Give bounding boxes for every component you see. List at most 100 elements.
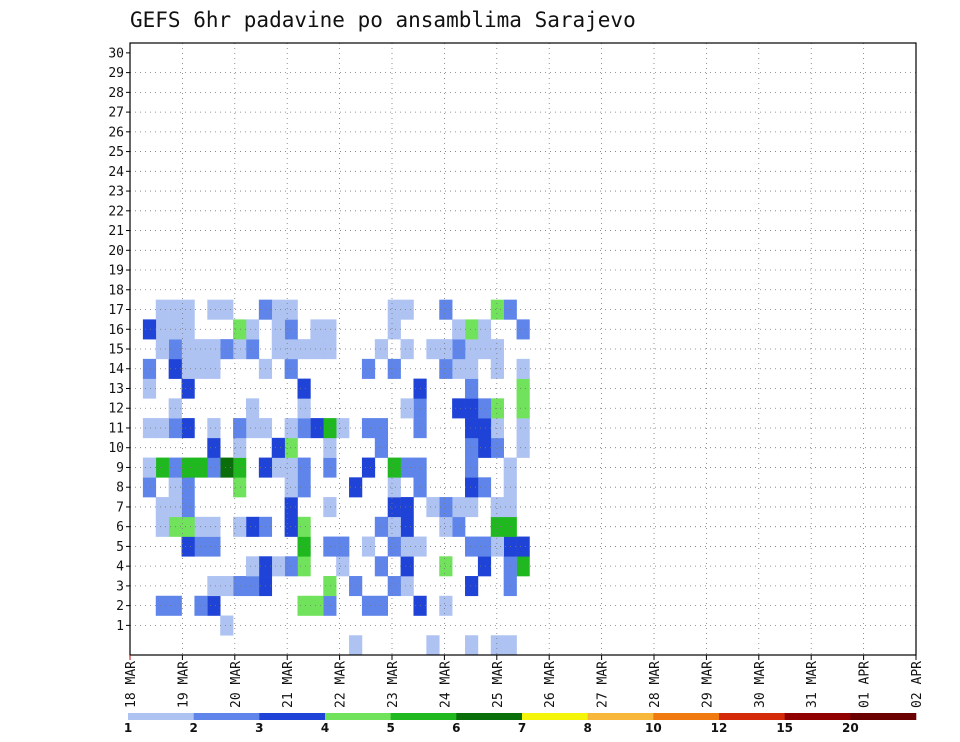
heatmap-cell — [207, 437, 221, 458]
heatmap-cell — [374, 595, 389, 616]
x-tick-label: 26 MAR — [543, 661, 558, 708]
legend-swatch — [653, 713, 720, 720]
y-tick-label: 18 — [108, 283, 124, 298]
heatmap-cell — [245, 418, 260, 439]
heatmap-cell — [207, 457, 221, 478]
heatmap-cell — [220, 457, 234, 478]
x-axis: 18 MAR 19 MAR 20 MAR 21 MAR 22 MAR 23 MAR 24 M… — [124, 655, 925, 708]
legend-label: 5 — [386, 721, 394, 735]
heatmap-cell — [336, 418, 350, 439]
legend-swatch — [193, 713, 260, 720]
heatmap-cell — [233, 576, 247, 597]
grid — [130, 43, 916, 655]
heatmap-cell — [155, 319, 169, 340]
heatmap-cell — [284, 418, 298, 439]
heatmap-cell — [374, 339, 389, 360]
heatmap-cell — [207, 516, 221, 537]
heatmap-cell — [297, 378, 311, 399]
legend-label: 12 — [711, 721, 728, 735]
heatmap-cell — [336, 536, 350, 557]
x-tick-label: 02 APR — [910, 661, 925, 708]
heatmap-cell — [477, 536, 492, 557]
heatmap-cell — [181, 516, 195, 537]
heatmap-cell — [323, 319, 337, 340]
legend-label: 7 — [518, 721, 526, 735]
y-tick-label: 19 — [108, 264, 124, 279]
heatmap-cell — [387, 457, 401, 478]
heatmap-cell — [155, 418, 169, 439]
heatmap-cell — [181, 477, 195, 498]
heatmap-cell — [516, 398, 530, 419]
heatmap-cell — [245, 339, 260, 360]
heatmap-cell — [310, 595, 324, 616]
heatmap-cell — [323, 595, 337, 616]
y-tick-label: 4 — [116, 560, 124, 575]
heatmap-cell — [374, 437, 389, 458]
y-tick-label: 7 — [116, 500, 124, 515]
heatmap-cell — [233, 516, 247, 537]
heatmap-cell — [477, 556, 492, 577]
heatmap-cell — [220, 339, 234, 360]
heatmap-cell — [155, 595, 169, 616]
y-tick-label: 29 — [108, 66, 124, 81]
legend-swatch — [390, 713, 457, 720]
heatmap-cell — [465, 437, 479, 458]
heatmap-cell — [297, 536, 311, 557]
heatmap-cell — [142, 457, 157, 478]
heatmap-cell — [516, 536, 530, 557]
heatmap-cell — [284, 299, 298, 320]
heatmap-cell — [233, 339, 247, 360]
heatmap-cell — [181, 457, 195, 478]
heatmap-cell — [194, 516, 208, 537]
heatmap-cell — [181, 319, 195, 340]
heatmap-cell — [516, 556, 530, 577]
heatmap-cell — [490, 516, 504, 537]
heatmap-cell — [297, 418, 311, 439]
y-tick-label: 2 — [116, 599, 124, 614]
x-tick-label: 22 MAR — [334, 661, 349, 708]
heatmap-cell — [245, 556, 260, 577]
heatmap-cell — [490, 497, 504, 518]
legend-swatch — [325, 713, 391, 720]
heatmap-cell — [233, 457, 247, 478]
heatmap-cell — [310, 418, 324, 439]
y-tick-label: 28 — [108, 86, 124, 101]
heatmap-cell — [452, 497, 466, 518]
x-tick-label: 27 MAR — [596, 661, 611, 708]
heatmap-cell — [245, 576, 260, 597]
heatmap-cells — [142, 299, 530, 656]
y-axis: 1234567891011121314151617181920212223242… — [108, 46, 130, 634]
heatmap-cell — [181, 299, 195, 320]
heatmap-cell — [465, 477, 479, 498]
x-tick-label: 24 MAR — [438, 661, 453, 708]
heatmap-cell — [387, 576, 401, 597]
heatmap-cell — [361, 595, 376, 616]
heatmap-cell — [271, 299, 285, 320]
heatmap-cell — [245, 516, 260, 537]
heatmap-cell — [284, 477, 298, 498]
heatmap-cell — [477, 339, 492, 360]
heatmap-cell — [207, 595, 221, 616]
heatmap-cell — [400, 497, 414, 518]
y-tick-label: 14 — [108, 362, 124, 377]
heatmap-cell — [284, 457, 298, 478]
heatmap-cell — [181, 378, 195, 399]
legend-swatch — [456, 713, 523, 720]
heatmap-cell — [323, 536, 337, 557]
heatmap-cell — [490, 398, 504, 419]
heatmap-cell — [374, 516, 389, 537]
heatmap-cell — [220, 615, 234, 636]
heatmap-cell — [387, 319, 401, 340]
heatmap-cell — [220, 576, 234, 597]
heatmap-cell — [233, 319, 247, 340]
heatmap-cell — [155, 497, 169, 518]
heatmap-cell — [426, 635, 440, 656]
heatmap-cell — [233, 477, 247, 498]
heatmap-cell — [297, 556, 311, 577]
heatmap-cell — [207, 536, 221, 557]
heatmap-cell — [207, 576, 221, 597]
heatmap-cell — [323, 576, 337, 597]
heatmap-cell — [465, 457, 479, 478]
heatmap-cell — [400, 536, 414, 557]
heatmap-cell — [297, 398, 311, 419]
